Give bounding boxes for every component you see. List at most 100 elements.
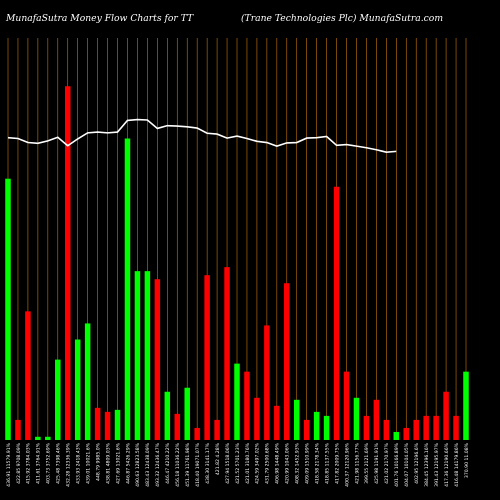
x-tick-label: 416.48 14179.86% — [454, 442, 460, 486]
x-tick-label: 493.32 12436.47% — [155, 442, 161, 486]
trend-line — [7, 118, 397, 153]
money-flow-bar — [313, 411, 320, 440]
x-tick-label: 420.99 1043.06% — [285, 442, 291, 484]
x-tick-label: 406.98 1448.49% — [275, 442, 281, 484]
x-tick-label: 384.45 12396.16% — [424, 442, 430, 486]
x-tick-label: 418.85 1137.55% — [324, 442, 330, 484]
money-flow-bar — [154, 279, 161, 440]
money-flow-bar — [463, 371, 469, 440]
money-flow-bar — [124, 138, 131, 440]
x-tick-label: 438.81 4809.03% — [105, 442, 111, 484]
x-tick-label: 411.61 3764.91% — [36, 442, 42, 484]
money-flow-bar — [303, 419, 310, 440]
bars — [5, 86, 469, 441]
money-flow-bar — [423, 415, 429, 440]
money-flow-bar — [383, 419, 390, 440]
money-flow-bar — [363, 415, 370, 440]
money-flow-bar — [393, 431, 400, 440]
money-flow-bar — [184, 387, 190, 440]
x-tick-label: 418.40 19071.07% — [195, 442, 201, 486]
money-flow-bar — [224, 267, 230, 440]
money-flow-bar — [443, 391, 449, 440]
money-flow-bar — [353, 397, 360, 440]
x-tick-label: 439.01 10021.6% — [85, 442, 91, 484]
money-flow-bar — [274, 405, 280, 440]
money-flow-bar — [214, 419, 220, 440]
x-tick-label: 421.98 1156.77% — [354, 442, 360, 484]
money-flow-bar — [323, 415, 330, 440]
money-flow-bar — [373, 399, 380, 440]
x-tick-label: 451.39 11761.98% — [185, 442, 191, 486]
chart-title-left: MunafaSutra Money Flow Charts for TT — [6, 13, 194, 24]
x-tick-label: 370.90 11.08% — [464, 442, 470, 478]
money-flow-bar — [333, 186, 340, 440]
x-tick-label: 403.73 3752.69% — [46, 442, 52, 484]
x-tick-label: 402.95 12196.6% — [414, 442, 420, 484]
money-flow-bar — [114, 409, 121, 440]
chart-title-right: (Trane Technologies Plc) MunafaSutra.com — [241, 13, 444, 24]
money-flow-bar — [64, 86, 71, 441]
x-tick-label: 427.94 1518.06% — [225, 442, 231, 484]
x-tick-label: 424.59 3497.02% — [255, 442, 261, 484]
x-tick-labels: 436.91 11579.91% 422.85 9708.09% 415.92 37… — [6, 442, 470, 486]
x-tick-label: 446.47 4210.22% — [165, 442, 171, 484]
trend-line-path — [7, 118, 397, 153]
x-tick-label: 415.92 3784.03% — [26, 442, 32, 484]
money-flow-bar — [403, 427, 410, 440]
money-flow-bar — [433, 415, 439, 440]
x-tick-label: 432.28 12336.39% — [66, 442, 72, 486]
money-flow-bar — [134, 271, 141, 440]
x-tick-label: 425.48 7398.46% — [56, 442, 62, 484]
x-tick-label: 417.36 12190.66% — [444, 442, 450, 486]
money-flow-bar — [55, 359, 61, 440]
money-flow-bar — [15, 419, 21, 440]
x-tick-label: 421.01 3180.76% — [245, 442, 251, 484]
money-flow-bar — [144, 271, 151, 440]
money-flow-bar — [164, 391, 171, 440]
x-tick-label: 391.43 12195.97% — [434, 442, 440, 486]
money-flow-bar — [174, 413, 181, 440]
x-tick-label: 433.93 2418.43% — [76, 442, 82, 484]
x-tick-label: 483.43 12438.09% — [145, 442, 151, 486]
money-flow-bar — [254, 397, 260, 440]
x-tick-label: 436.91 11579.91% — [6, 442, 12, 486]
money-flow-bar — [264, 325, 270, 440]
x-tick-label: 418.58 2178.34% — [314, 442, 320, 484]
money-flow-bar — [45, 436, 51, 440]
x-tick-label: 427.69 13021.6% — [115, 442, 121, 484]
x-tick-label: 409.09 1510.99% — [305, 442, 311, 484]
x-tick-label: 456.18 11036.22% — [175, 442, 181, 486]
money-flow-bar — [35, 436, 41, 440]
money-flow-bar — [5, 178, 11, 440]
money-flow-bar — [234, 363, 240, 440]
x-tick-label: 417.82 2009.75% — [334, 442, 340, 484]
money-flow-bar — [343, 371, 350, 440]
money-flow-bar — [244, 371, 250, 440]
x-tick-label: 408.32 1452.93% — [295, 442, 301, 484]
money-flow-bar — [204, 275, 210, 440]
money-flow-bar — [453, 415, 459, 440]
money-flow-bar — [25, 311, 31, 440]
x-tick-label: 490.63 12823.58% — [135, 442, 141, 486]
x-tick-label: 422.85 9708.09% — [16, 442, 22, 484]
x-tick-label: 425.98 1191.91% — [374, 442, 380, 484]
money-flow-bar — [94, 407, 101, 440]
x-tick-label: 446.87 5426.29% — [125, 442, 131, 484]
x-tick-label: 401.76 10166.89% — [394, 442, 400, 486]
x-tick-label: 438.30 3141.17% — [205, 442, 211, 484]
x-tick-label: 421.52 5701.23% — [235, 442, 241, 484]
money-flow-bar — [413, 419, 419, 440]
money-flow-bar — [104, 411, 111, 440]
money-flow-bar — [84, 323, 91, 440]
x-tick-label: 431.79 2500.68% — [265, 442, 271, 484]
x-tick-label: 421.02 2170.97% — [384, 442, 390, 484]
x-tick-label: 400.37 12120.96% — [344, 442, 350, 486]
money-flow-bar — [74, 339, 81, 440]
money-flow-bar — [284, 283, 290, 440]
x-tick-label: 399.55 2121.69% — [364, 442, 370, 484]
x-tick-label: 421.82 4.28% — [215, 442, 221, 475]
x-tick-label: 448.79 9985.0% — [95, 442, 101, 481]
money-flow-bar — [194, 427, 200, 440]
money-flow-bar — [293, 399, 300, 440]
